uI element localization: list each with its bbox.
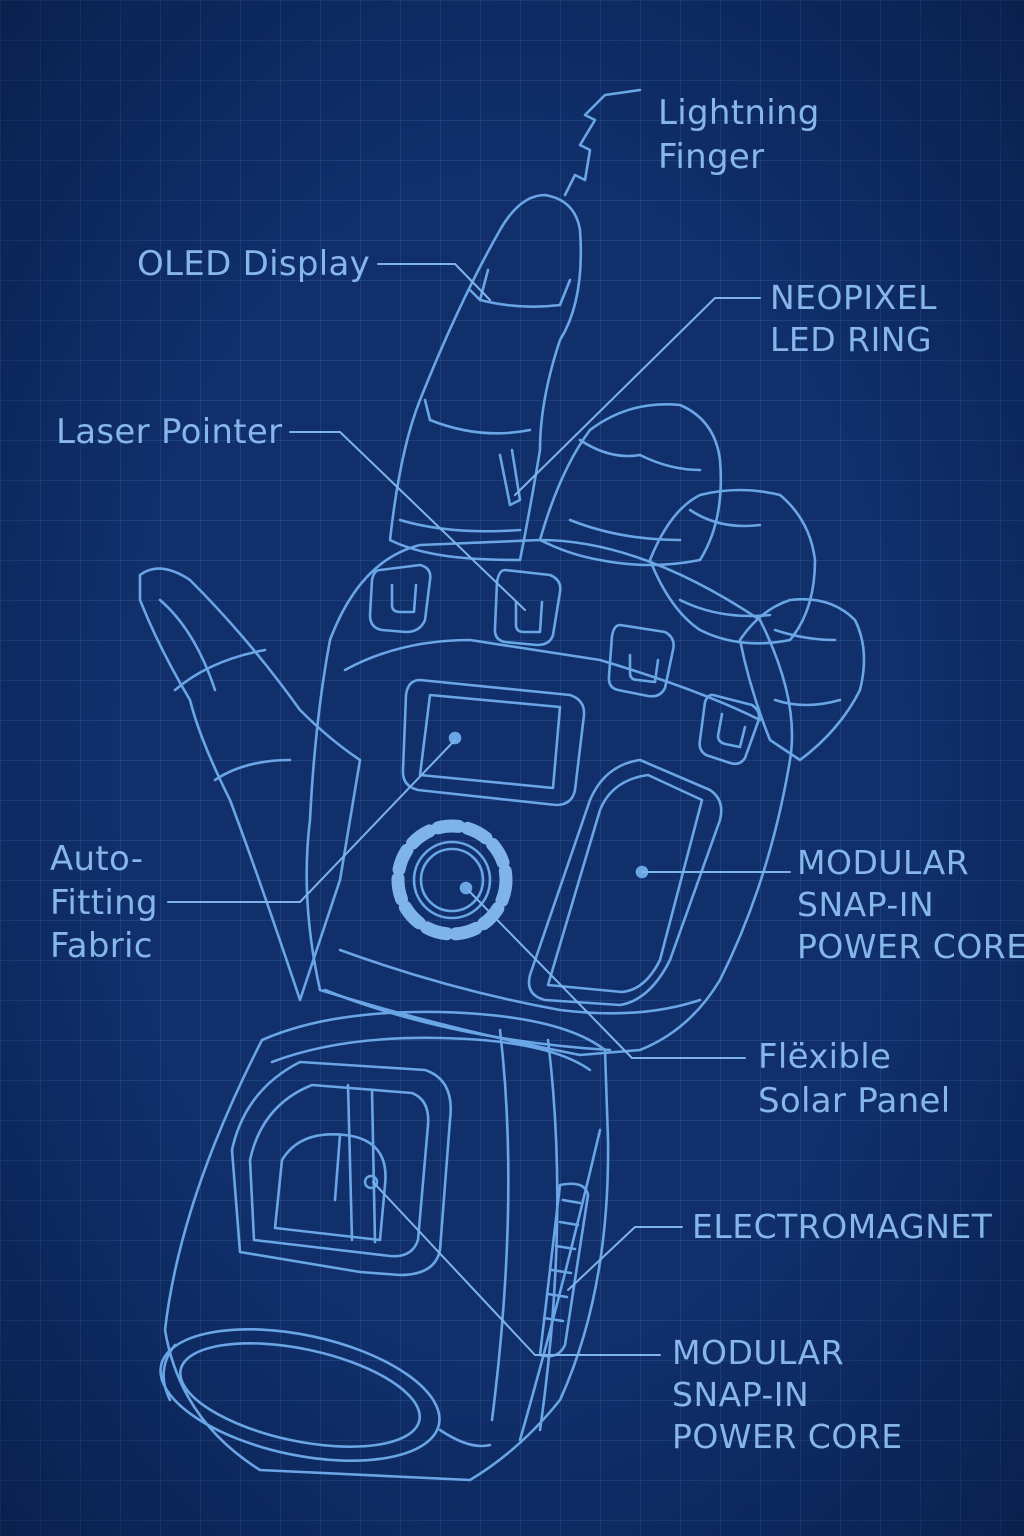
label-power-core-bottom-line-2: SNAP-IN bbox=[672, 1375, 810, 1415]
leader-modular-power-core-bottom bbox=[372, 1181, 661, 1356]
hand-back-plate bbox=[305, 538, 794, 1057]
wrist-display-panel bbox=[401, 678, 586, 807]
label-power-core-top-line-1: MODULAR bbox=[797, 843, 970, 882]
label-lightning-finger: Lightning Finger bbox=[658, 92, 820, 179]
label-neopixel-line-2: LED RING bbox=[770, 320, 933, 360]
label-laser-pointer: Laser Pointer bbox=[56, 411, 282, 455]
label-laser-pointer-text: Laser Pointer bbox=[56, 412, 283, 452]
label-power-core-top-line-2: SNAP-IN bbox=[797, 885, 935, 925]
label-auto-fitting-fabric: Auto- Fitting Fabric bbox=[50, 838, 158, 969]
label-auto-fitting-line-1: Auto- bbox=[50, 839, 144, 879]
label-neopixel-line-1: NEOPIXEL bbox=[770, 278, 937, 317]
label-solar-panel-line-1: Flëxible bbox=[758, 1037, 892, 1077]
label-solar-panel-line-2: Solar Panel bbox=[758, 1080, 951, 1121]
pinky-finger bbox=[738, 597, 866, 762]
label-lightning-finger-line-2: Finger bbox=[658, 136, 765, 177]
lightning-bolt bbox=[563, 88, 642, 197]
leader-flexible-solar-panel bbox=[467, 889, 746, 1059]
label-oled-display-text: OLED Display bbox=[137, 244, 371, 284]
label-auto-fitting-line-2: Fitting bbox=[50, 882, 158, 923]
cuff-end-ring bbox=[159, 1328, 492, 1462]
label-flexible-solar-panel: Flëxible Solar Panel bbox=[758, 1036, 950, 1123]
leader-lines bbox=[167, 263, 791, 1356]
wrist-cuff bbox=[163, 1010, 610, 1482]
thumb bbox=[138, 567, 362, 1002]
neopixel-led-ring bbox=[391, 819, 513, 941]
index-finger bbox=[388, 193, 583, 562]
label-power-core-bottom-line-3: POWER CORE bbox=[672, 1417, 903, 1457]
label-electromagnet-text: ELECTROMAGNET bbox=[692, 1207, 993, 1246]
leader-auto-fitting-fabric bbox=[167, 739, 456, 903]
label-neopixel-led-ring: NEOPIXEL LED RING bbox=[770, 277, 937, 361]
label-power-core-bottom-line-1: MODULAR bbox=[672, 1333, 845, 1372]
leader-electromagnet bbox=[567, 1226, 683, 1291]
electromagnet-strip bbox=[538, 1182, 590, 1358]
ring-finger bbox=[648, 488, 817, 645]
label-modular-power-core-bottom: MODULAR SNAP-IN POWER CORE bbox=[672, 1332, 903, 1459]
knuckle-buttons bbox=[368, 563, 761, 766]
leader-neopixel-led-ring bbox=[514, 297, 761, 496]
label-power-core-top-line-3: POWER CORE bbox=[797, 927, 1024, 967]
middle-finger bbox=[538, 403, 723, 567]
label-auto-fitting-line-3: Fabric bbox=[50, 926, 153, 967]
cuff-power-core-module bbox=[230, 1060, 452, 1277]
flexible-solar-panel bbox=[527, 758, 723, 1007]
leader-oled-display bbox=[377, 263, 491, 301]
label-lightning-finger-line-1: Lightning bbox=[658, 93, 820, 133]
label-oled-display: OLED Display bbox=[137, 243, 370, 287]
label-electromagnet: ELECTROMAGNET bbox=[692, 1206, 992, 1248]
label-modular-power-core-top: MODULAR SNAP-IN POWER CORE bbox=[797, 842, 1024, 969]
leader-laser-pointer bbox=[289, 431, 526, 611]
